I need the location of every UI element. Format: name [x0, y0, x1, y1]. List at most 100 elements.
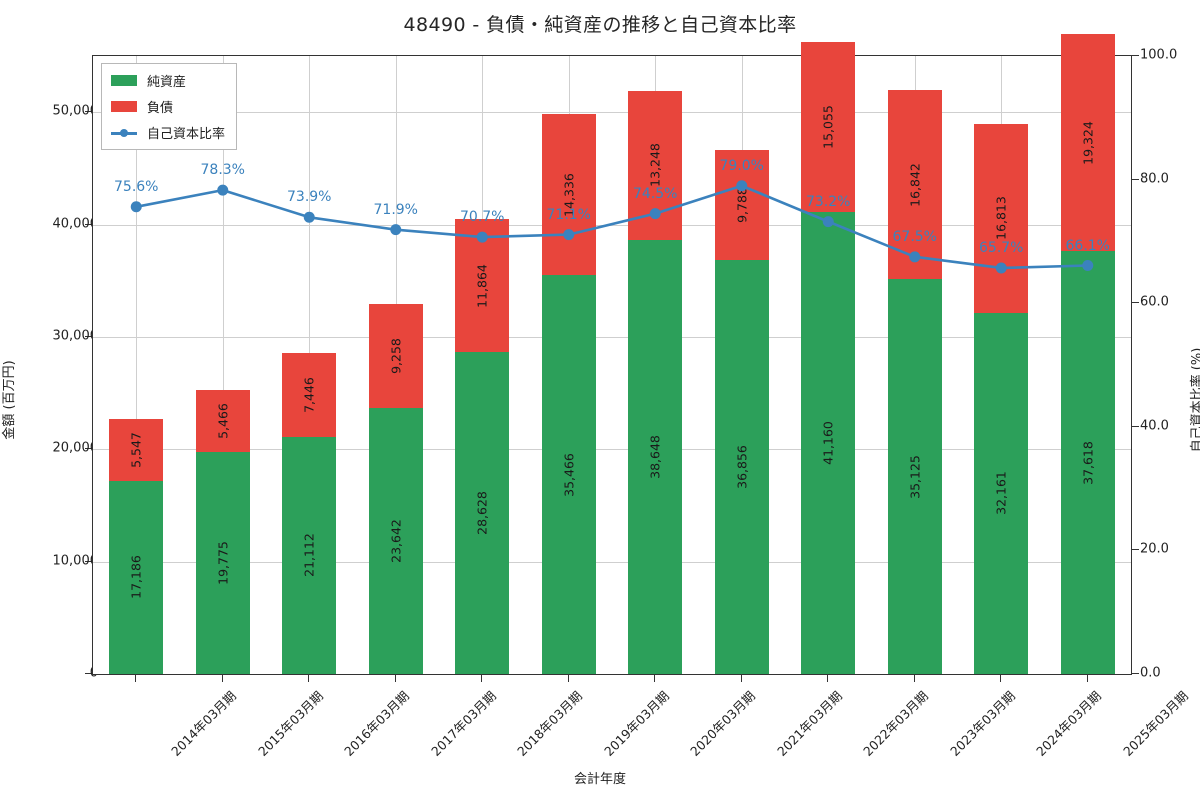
x-tick-label: 2018年03月期	[514, 688, 586, 759]
x-gridline	[222, 56, 224, 674]
y-tick-label-left: 50,000	[52, 103, 99, 119]
y-tick-label-right: 100.0	[1140, 47, 1178, 63]
legend-item-liability: 負債	[111, 97, 225, 116]
bar-segment-equity[interactable]: 23,642	[368, 408, 423, 674]
y-tick-label-left: 10,000	[52, 553, 99, 569]
y-tick-label-right: 0.0	[1140, 665, 1161, 681]
x-tick-label: 2025年03月期	[1119, 688, 1191, 759]
x-tick-mark	[913, 675, 915, 682]
x-tick-label: 2016年03月期	[341, 688, 413, 759]
equity-ratio-marker[interactable]	[130, 201, 142, 213]
bar-segment-liability[interactable]: 9,788	[714, 149, 769, 260]
bar-segment-equity[interactable]: 36,856	[714, 259, 769, 674]
ratio-value-label: 73.2%	[806, 193, 851, 210]
y-tick-mark-left	[85, 223, 92, 225]
y-tick-label-right: 60.0	[1140, 294, 1169, 310]
bar-segment-liability[interactable]: 16,813	[974, 123, 1029, 313]
bar-segment-liability[interactable]: 16,842	[887, 90, 942, 280]
bar-segment-equity[interactable]: 38,648	[628, 239, 683, 674]
y-tick-mark-right	[1132, 673, 1139, 674]
y-gridline	[93, 112, 1131, 114]
stacked-bar[interactable]: 16,813 32,161	[974, 123, 1029, 674]
equity-ratio-marker[interactable]	[822, 216, 834, 228]
legend-swatch-liability	[111, 101, 137, 112]
bar-segment-liability[interactable]: 14,336	[541, 114, 596, 276]
y-tick-mark-right	[1132, 55, 1139, 56]
stacked-bar[interactable]: 5,547 17,186	[109, 418, 164, 674]
bar-segment-liability[interactable]: 9,258	[368, 304, 423, 409]
equity-ratio-marker[interactable]	[995, 262, 1007, 274]
bar-segment-equity[interactable]: 32,161	[974, 312, 1029, 674]
x-tick-mark	[827, 675, 829, 682]
x-tick-label: 2020年03月期	[687, 688, 759, 759]
bar-segment-equity[interactable]: 21,112	[282, 436, 337, 674]
x-axis-label: 会計年度	[573, 772, 626, 787]
bar-segment-liability[interactable]: 19,324	[1060, 34, 1115, 252]
equity-ratio-marker[interactable]	[649, 208, 661, 220]
y-tick-label-right: 40.0	[1140, 418, 1169, 434]
chart-legend: 純資産 負債 自己資本比率	[101, 63, 238, 150]
plot-area: 5,547 17,186 5,466 19,775 7,446 21,112 9,258 23…	[92, 34, 1132, 675]
equity-ratio-marker[interactable]	[390, 224, 402, 236]
stacked-bar[interactable]: 15,055 41,160	[801, 42, 856, 674]
equity-ratio-marker[interactable]	[909, 251, 921, 263]
stacked-bar[interactable]: 19,324 37,618	[1060, 34, 1115, 674]
stacked-bar[interactable]: 5,466 19,775	[195, 390, 250, 674]
x-tick-mark	[394, 675, 396, 682]
x-tick-label: 2022年03月期	[860, 688, 932, 759]
y-tick-label-right: 80.0	[1140, 171, 1169, 187]
equity-ratio-marker[interactable]	[303, 211, 315, 223]
bar-segment-equity[interactable]: 35,125	[887, 279, 942, 674]
bar-segment-equity[interactable]: 37,618	[1060, 251, 1115, 674]
bar-segment-equity[interactable]: 41,160	[801, 211, 856, 674]
x-tick-label: 2019年03月期	[600, 688, 672, 759]
ratio-value-label: 75.6%	[114, 178, 159, 195]
y-tick-label-left: 20,000	[52, 440, 99, 456]
bar-segment-liability[interactable]: 15,055	[801, 42, 856, 212]
ratio-value-label: 73.9%	[287, 189, 332, 206]
bar-segment-equity[interactable]: 28,628	[455, 352, 510, 674]
stacked-bar[interactable]: 7,446 21,112	[282, 353, 337, 674]
equity-ratio-marker[interactable]	[563, 229, 575, 241]
ratio-value-label: 79.0%	[719, 157, 764, 174]
legend-label-liability: 負債	[147, 101, 174, 116]
y-tick-mark-right	[1132, 549, 1139, 551]
y-tick-label-right: 20.0	[1140, 541, 1169, 557]
x-tick-mark	[1086, 675, 1088, 682]
equity-ratio-marker[interactable]	[217, 184, 229, 196]
bar-segment-equity[interactable]: 17,186	[109, 480, 164, 674]
y-tick-mark-right	[1132, 425, 1139, 427]
x-tick-label: 2024年03月期	[1033, 688, 1105, 759]
stacked-bar[interactable]: 9,258 23,642	[368, 304, 423, 674]
x-tick-mark	[135, 675, 137, 682]
stacked-bar[interactable]: 14,336 35,466	[541, 114, 596, 674]
ratio-value-label: 78.3%	[200, 162, 245, 179]
ratio-value-label: 66.1%	[1065, 237, 1110, 254]
equity-ratio-marker[interactable]	[1082, 260, 1094, 272]
y-axis-right-label: 自己資本比率 (%)	[1190, 347, 1200, 453]
bar-segment-liability[interactable]: 5,466	[195, 390, 250, 452]
x-tick-label: 2014年03月期	[168, 688, 240, 759]
equity-ratio-marker[interactable]	[476, 231, 488, 243]
y-gridline	[93, 336, 1131, 338]
stacked-bar[interactable]: 9,788 36,856	[714, 149, 769, 674]
y-gridline	[93, 449, 1131, 451]
x-tick-label: 2015年03月期	[254, 688, 326, 759]
ratio-value-label: 74.5%	[633, 185, 678, 202]
x-tick-mark	[740, 675, 742, 682]
y-tick-label-left: 30,000	[52, 328, 99, 344]
bar-segment-liability[interactable]: 7,446	[282, 353, 337, 437]
equity-ratio-marker[interactable]	[736, 180, 748, 192]
bar-segment-liability[interactable]: 5,547	[109, 418, 164, 481]
x-tick-mark	[567, 675, 569, 682]
y-tick-mark-left	[85, 673, 92, 674]
x-tick-label: 2023年03月期	[946, 688, 1018, 759]
x-gridline	[136, 56, 138, 674]
x-tick-label: 2021年03月期	[773, 688, 845, 759]
x-tick-mark	[654, 675, 656, 682]
bar-segment-equity[interactable]: 19,775	[195, 451, 250, 674]
x-tick-mark	[308, 675, 310, 682]
y-tick-mark-right	[1132, 302, 1139, 304]
stacked-bar[interactable]: 16,842 35,125	[887, 90, 942, 674]
bar-segment-equity[interactable]: 35,466	[541, 275, 596, 674]
